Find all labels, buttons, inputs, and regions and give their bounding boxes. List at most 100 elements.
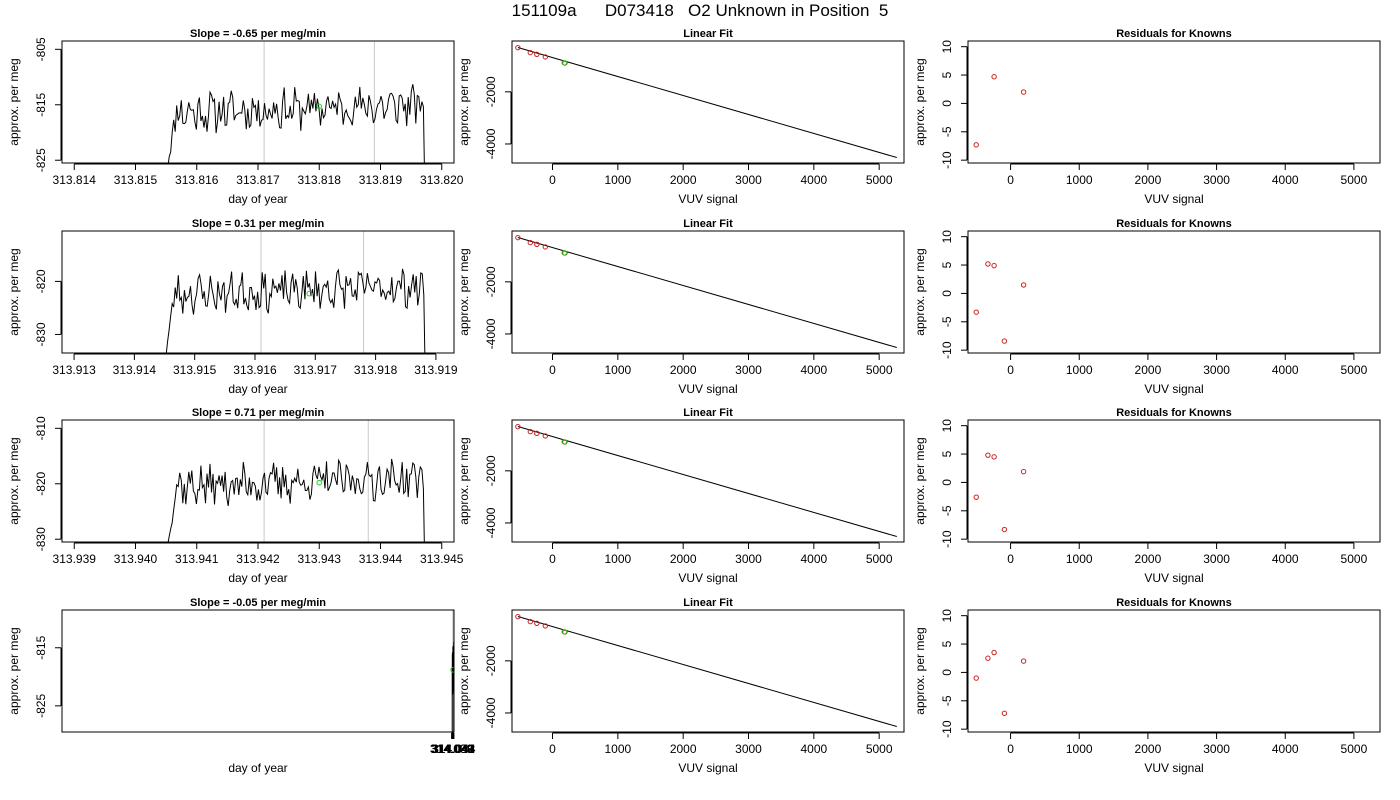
x-axis: 313.814 313.815 313.816 313.817 313.818 313.8…	[53, 163, 464, 206]
x-tick-label: 4000	[1272, 552, 1299, 566]
x-tick-label: 4000	[800, 173, 827, 187]
x-tick-label: 0	[1007, 173, 1014, 187]
chart-title: Slope = 0.31 per meg/min	[192, 218, 325, 230]
chart-title: Linear Fit	[683, 28, 733, 40]
y-axis-label: approx. per meg	[7, 58, 21, 145]
y-tick-label: -830	[34, 527, 48, 551]
x-tick-label: 314.041	[431, 742, 475, 756]
x-tick-label: 0	[549, 552, 556, 566]
x-tick-label: 1000	[1066, 552, 1093, 566]
y-tick-label: -4000	[484, 507, 498, 538]
known-point-1	[973, 142, 979, 148]
plot-area	[973, 74, 1027, 148]
x-tick-label: 1000	[604, 742, 631, 756]
x-tick-label: 313.916	[233, 363, 277, 377]
y-tick-label: -4000	[484, 697, 498, 728]
y-axis-label: approx. per meg	[913, 248, 927, 335]
y-axis: -810 -820 -830 approx. per meg	[7, 416, 62, 551]
y-tick-label: -10	[940, 720, 954, 738]
x-tick-label: 2000	[1135, 742, 1162, 756]
y-tick-label: 10	[940, 419, 954, 433]
x-axis: 314.038314.039314.040314.041314.042314.0…	[228, 732, 476, 775]
y-tick-label: 10	[940, 40, 954, 54]
known-point-4	[542, 433, 549, 439]
x-tick-label: 0	[549, 173, 556, 187]
x-tick-label: 1000	[604, 552, 631, 566]
unknown-point	[561, 628, 568, 635]
fit-line	[517, 616, 897, 728]
x-tick-label: 5000	[1341, 173, 1368, 187]
x-tick-label: 0	[549, 363, 556, 377]
x-tick-label: 0	[1007, 552, 1014, 566]
x-axis: 0 1000 2000 3000 4000 5000 VUV signal	[1007, 732, 1368, 775]
y-axis-label: approx. per meg	[913, 437, 927, 524]
fit-line	[517, 47, 897, 159]
y-tick-label: -10	[940, 530, 954, 548]
plot-frame	[967, 609, 1381, 733]
chart-title: Residuals for Knowns	[1116, 218, 1232, 230]
x-tick-label: 2000	[670, 552, 697, 566]
x-tick-label: 313.915	[173, 363, 217, 377]
plot-frame	[511, 609, 905, 733]
x-tick-label: 313.918	[354, 363, 398, 377]
x-tick-label: 4000	[800, 742, 827, 756]
known-point-4	[542, 54, 549, 60]
x-tick-label: 313.817	[236, 173, 280, 187]
x-tick-label: 5000	[1341, 742, 1368, 756]
y-axis-label: approx. per meg	[7, 437, 21, 524]
known-point-1	[515, 613, 521, 620]
y-tick-label: 0	[940, 100, 954, 107]
signal-trace	[167, 458, 425, 542]
chart-panel-10: Slope = -0.05 per meg/min 314.038314.0393…	[7, 597, 476, 775]
x-tick-label: 0	[549, 742, 556, 756]
chart-panel-1: Slope = -0.65 per meg/min 313.814 313.815 3…	[7, 28, 464, 206]
x-tick-label: 313.939	[53, 552, 97, 566]
x-tick-label: 1000	[604, 363, 631, 377]
y-tick-label: 0	[940, 290, 954, 297]
unknown-point	[561, 438, 568, 445]
x-axis-label: VUV signal	[678, 192, 737, 206]
y-tick-label: 0	[940, 669, 954, 676]
y-tick-label: 0	[940, 479, 954, 486]
known-point-3	[991, 454, 997, 460]
known-point-2	[527, 618, 533, 625]
x-tick-label: 313.944	[359, 552, 403, 566]
x-tick-label: 313.940	[114, 552, 158, 566]
x-tick-label: 313.917	[294, 363, 338, 377]
x-tick-label: 5000	[866, 552, 893, 566]
x-tick-label: 5000	[866, 173, 893, 187]
plot-area	[165, 231, 426, 353]
chart-title: Slope = -0.65 per meg/min	[190, 28, 326, 40]
chart-title: Linear Fit	[683, 597, 733, 609]
x-axis: 0 1000 2000 3000 4000 5000 VUV signal	[1007, 542, 1368, 585]
y-axis: 10 5 0 -5 -10 approx. per meg	[913, 609, 968, 738]
x-tick-label: 313.942	[236, 552, 280, 566]
known-point-2	[991, 74, 997, 80]
fit-line	[517, 237, 897, 349]
y-tick-label: -2000	[484, 455, 498, 486]
known-point-1	[973, 494, 979, 500]
y-axis-label: approx. per meg	[913, 58, 927, 145]
x-axis-label: VUV signal	[678, 571, 737, 585]
x-tick-label: 4000	[1272, 742, 1299, 756]
x-tick-label: 313.819	[359, 173, 403, 187]
known-point-2	[527, 239, 533, 246]
unknown-point	[561, 249, 568, 256]
known-point-3	[1020, 89, 1027, 95]
known-point-1	[973, 309, 979, 315]
y-axis-label: approx. per meg	[457, 437, 471, 524]
x-axis-label: VUV signal	[678, 761, 737, 775]
y-tick-label: -820	[34, 471, 48, 495]
x-tick-label: 5000	[1341, 363, 1368, 377]
y-tick-label: 5	[940, 261, 954, 268]
known-point-5	[1020, 468, 1027, 475]
y-axis-label: approx. per meg	[457, 248, 471, 335]
plot-frame	[511, 230, 905, 354]
x-axis: 0 1000 2000 3000 4000 5000 VUV signal	[1007, 163, 1368, 206]
y-axis-label: approx. per meg	[457, 58, 471, 145]
x-tick-label: 313.941	[175, 552, 219, 566]
